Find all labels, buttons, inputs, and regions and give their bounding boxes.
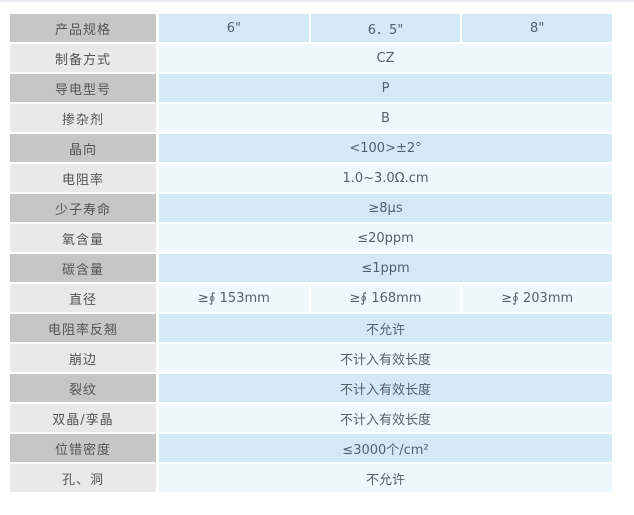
spec-table: 产品规格 6" 6．5" 8" 制备方式 CZ 导电型号 P 掺杂剂 B 晶向 …: [10, 14, 613, 492]
row-value: P: [159, 74, 612, 102]
row-value: 不允许: [159, 314, 612, 342]
table-row: 裂纹 不计入有效长度: [10, 374, 612, 402]
row-label: 氧含量: [10, 224, 156, 252]
row-value: CZ: [159, 44, 612, 72]
table-row: 直径 ≥∮ 153mm ≥∮ 168mm ≥∮ 203mm: [10, 284, 613, 312]
row-value: 不允许: [159, 464, 612, 492]
table-row: 导电型号 P: [10, 74, 612, 102]
row-label: 少子寿命: [10, 194, 156, 222]
table-row: 晶向 <100>±2°: [10, 134, 612, 162]
table-row: 双晶/孪晶 不计入有效长度: [10, 404, 612, 432]
row-label: 制备方式: [10, 44, 156, 72]
row-label: 碳含量: [10, 254, 156, 282]
row-value: ≥8μs: [159, 194, 612, 222]
row-value: 1.0~3.0Ω.cm: [159, 164, 612, 192]
row-value: 不计入有效长度: [159, 344, 612, 372]
table-row: 制备方式 CZ: [10, 44, 612, 72]
row-value: 6": [159, 14, 309, 42]
row-value: ≤20ppm: [159, 224, 612, 252]
table-row: 少子寿命 ≥8μs: [10, 194, 612, 222]
row-value: 6．5": [310, 14, 461, 42]
table-row: 孔、洞 不允许: [10, 464, 612, 492]
table-row: 位错密度 ≤3000个/cm²: [10, 434, 612, 462]
row-value: 不计入有效长度: [159, 374, 612, 402]
row-label: 导电型号: [10, 74, 156, 102]
row-label: 电阻率反翘: [10, 314, 156, 342]
row-value: <100>±2°: [159, 134, 612, 162]
row-value: ≥∮ 153mm: [159, 284, 309, 312]
row-label: 直径: [10, 284, 156, 312]
row-value: 不计入有效长度: [159, 404, 612, 432]
table-row: 碳含量 ≤1ppm: [10, 254, 612, 282]
table-row: 产品规格 6" 6．5" 8": [10, 14, 613, 42]
row-value: B: [159, 104, 612, 132]
row-label: 裂纹: [10, 374, 156, 402]
row-value: ≥∮ 203mm: [462, 284, 613, 312]
row-value: 8": [462, 14, 613, 42]
table-row: 崩边 不计入有效长度: [10, 344, 612, 372]
row-label: 位错密度: [10, 434, 156, 462]
row-label: 孔、洞: [10, 464, 156, 492]
table-row: 氧含量 ≤20ppm: [10, 224, 612, 252]
row-label: 产品规格: [10, 14, 156, 42]
table-row: 掺杂剂 B: [10, 104, 612, 132]
top-divider: [0, 0, 634, 2]
row-value: ≥∮ 168mm: [310, 284, 461, 312]
row-label: 崩边: [10, 344, 156, 372]
row-label: 双晶/孪晶: [10, 404, 156, 432]
table-row: 电阻率反翘 不允许: [10, 314, 612, 342]
row-label: 电阻率: [10, 164, 156, 192]
row-value: ≤3000个/cm²: [159, 434, 612, 462]
row-label: 掺杂剂: [10, 104, 156, 132]
table-row: 电阻率 1.0~3.0Ω.cm: [10, 164, 612, 192]
row-label: 晶向: [10, 134, 156, 162]
row-value: ≤1ppm: [159, 254, 612, 282]
